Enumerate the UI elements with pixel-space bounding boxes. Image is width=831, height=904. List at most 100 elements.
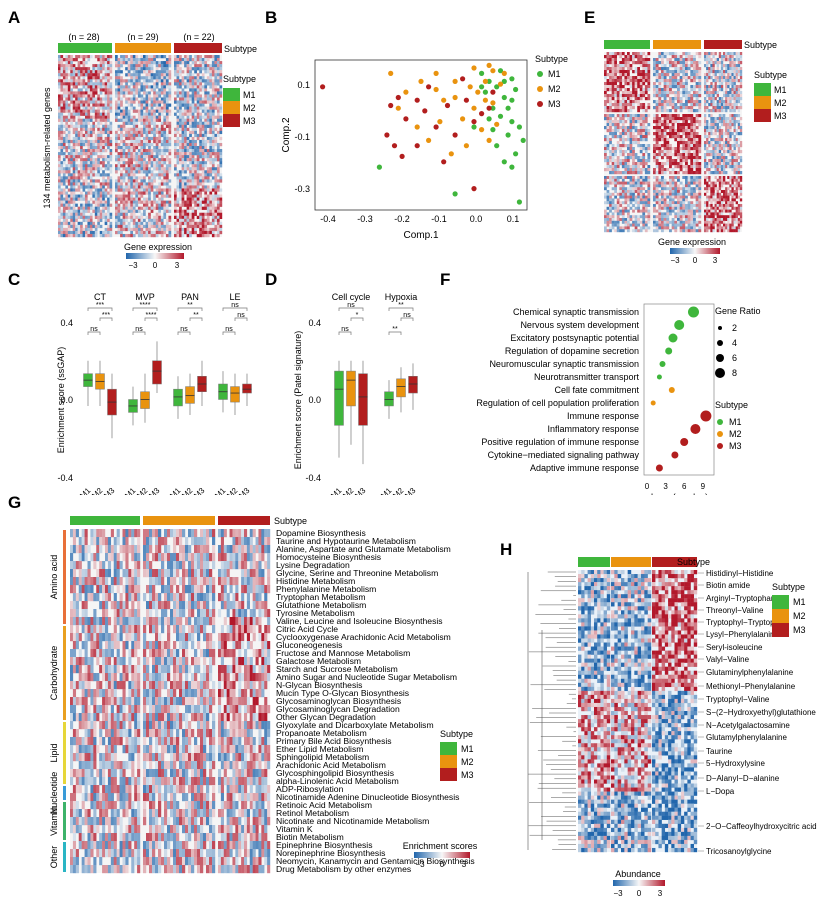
heatmap-cell <box>181 136 185 141</box>
heatmap-cell <box>687 176 691 179</box>
heatmap-cell <box>85 173 88 177</box>
heatmap-cell <box>655 229 659 233</box>
heatmap-cell <box>62 203 66 207</box>
heatmap-cell <box>189 167 192 171</box>
heatmap-cell <box>179 55 182 59</box>
heatmap-cell <box>647 209 651 213</box>
heatmap-cell <box>176 100 180 104</box>
heatmap-cell <box>663 168 667 172</box>
heatmap-cell <box>191 142 195 147</box>
heatmap-cell <box>176 149 180 153</box>
heatmap-cell <box>140 118 144 122</box>
y-tick: -0.1 <box>294 132 310 142</box>
heatmap-cell <box>135 164 139 168</box>
heatmap-cell <box>104 230 108 235</box>
heatmap-cell <box>189 79 192 83</box>
heatmap-cell <box>160 70 164 74</box>
heatmap-cell <box>663 141 667 145</box>
heatmap-cell <box>99 85 103 89</box>
heatmap-cell <box>120 173 123 177</box>
heatmap-cell <box>117 136 121 141</box>
heatmap-cell <box>80 152 83 156</box>
heatmap-cell <box>160 109 164 113</box>
heatmap-cell <box>653 100 656 104</box>
heatmap-cell <box>67 176 71 180</box>
heatmap-cell <box>82 227 86 232</box>
heatmap-cell <box>196 121 200 125</box>
heatmap-cell <box>204 139 208 144</box>
heatmap-cell <box>127 133 131 138</box>
heatmap-cell <box>677 135 680 139</box>
heatmap-cell <box>604 135 607 139</box>
heatmap-cell <box>82 188 86 192</box>
heatmap-cell <box>122 155 126 159</box>
heatmap-cell <box>695 64 699 68</box>
heatmap-cell <box>644 70 648 74</box>
heatmap-cell <box>189 182 192 186</box>
heatmap-cell <box>122 167 126 171</box>
heatmap-cell <box>181 155 185 159</box>
heatmap-cell <box>77 112 81 116</box>
heatmap-cell <box>186 94 190 98</box>
heatmap-cell <box>609 61 612 65</box>
heatmap-cell <box>695 132 699 136</box>
heatmap-cell <box>196 112 200 116</box>
heatmap-cell <box>219 221 223 226</box>
heatmap-cell <box>107 64 110 68</box>
heatmap-cell <box>77 109 81 113</box>
heatmap-cell <box>209 112 213 116</box>
heatmap-cell <box>97 170 100 174</box>
heatmap-cell <box>693 187 696 191</box>
heatmap-cell <box>624 73 628 77</box>
heatmap-cell <box>140 191 144 195</box>
heatmap-cell <box>219 91 223 95</box>
heatmap-cell <box>140 112 144 116</box>
heatmap-cell <box>191 100 195 104</box>
heatmap-cell <box>184 61 187 65</box>
heatmap-cell <box>104 155 108 159</box>
heatmap-cell <box>629 187 633 191</box>
heatmap-cell <box>150 97 154 101</box>
heatmap-cell <box>666 67 670 71</box>
heatmap-cell <box>669 190 672 193</box>
heatmap-cell <box>62 155 66 159</box>
heatmap-cell <box>148 185 151 189</box>
heatmap-cell <box>82 139 86 144</box>
heatmap-cell <box>94 136 98 141</box>
heatmap-cell <box>627 153 630 157</box>
heatmap-cell <box>191 161 195 165</box>
heatmap-cell <box>661 156 664 160</box>
heatmap-cell <box>189 118 192 122</box>
heatmap-cell <box>698 150 702 154</box>
heatmap-cell <box>174 100 177 104</box>
heatmap-cell <box>616 226 620 230</box>
heatmap-cell <box>107 136 110 141</box>
heatmap-cell <box>189 97 192 101</box>
heatmap-cell <box>216 170 220 174</box>
heatmap-cell <box>155 136 159 141</box>
heatmap-cell <box>85 109 88 113</box>
heatmap-cell <box>687 168 691 172</box>
heatmap-cell <box>115 221 118 226</box>
heatmap-cell <box>632 100 635 104</box>
heatmap-cell <box>158 76 162 80</box>
heatmap-cell <box>637 190 640 193</box>
heatmap-cell <box>679 192 683 196</box>
heatmap-cell <box>621 120 625 124</box>
heatmap-cell <box>122 85 126 89</box>
heatmap-cell <box>127 215 131 219</box>
heatmap-cell <box>677 85 680 89</box>
heatmap-cell <box>186 185 190 189</box>
heatmap-cell <box>158 206 162 210</box>
heatmap-cell <box>679 229 683 233</box>
heatmap-cell <box>109 158 113 162</box>
heatmap-cell <box>117 212 121 216</box>
heatmap-cell <box>211 118 215 122</box>
heatmap-cell <box>606 220 610 224</box>
heatmap-cell <box>624 109 628 113</box>
heatmap-cell <box>132 182 136 186</box>
heatmap-cell <box>70 173 73 177</box>
heatmap-cell <box>80 133 83 138</box>
heatmap-cell <box>606 147 610 151</box>
heatmap-cell <box>145 152 149 156</box>
